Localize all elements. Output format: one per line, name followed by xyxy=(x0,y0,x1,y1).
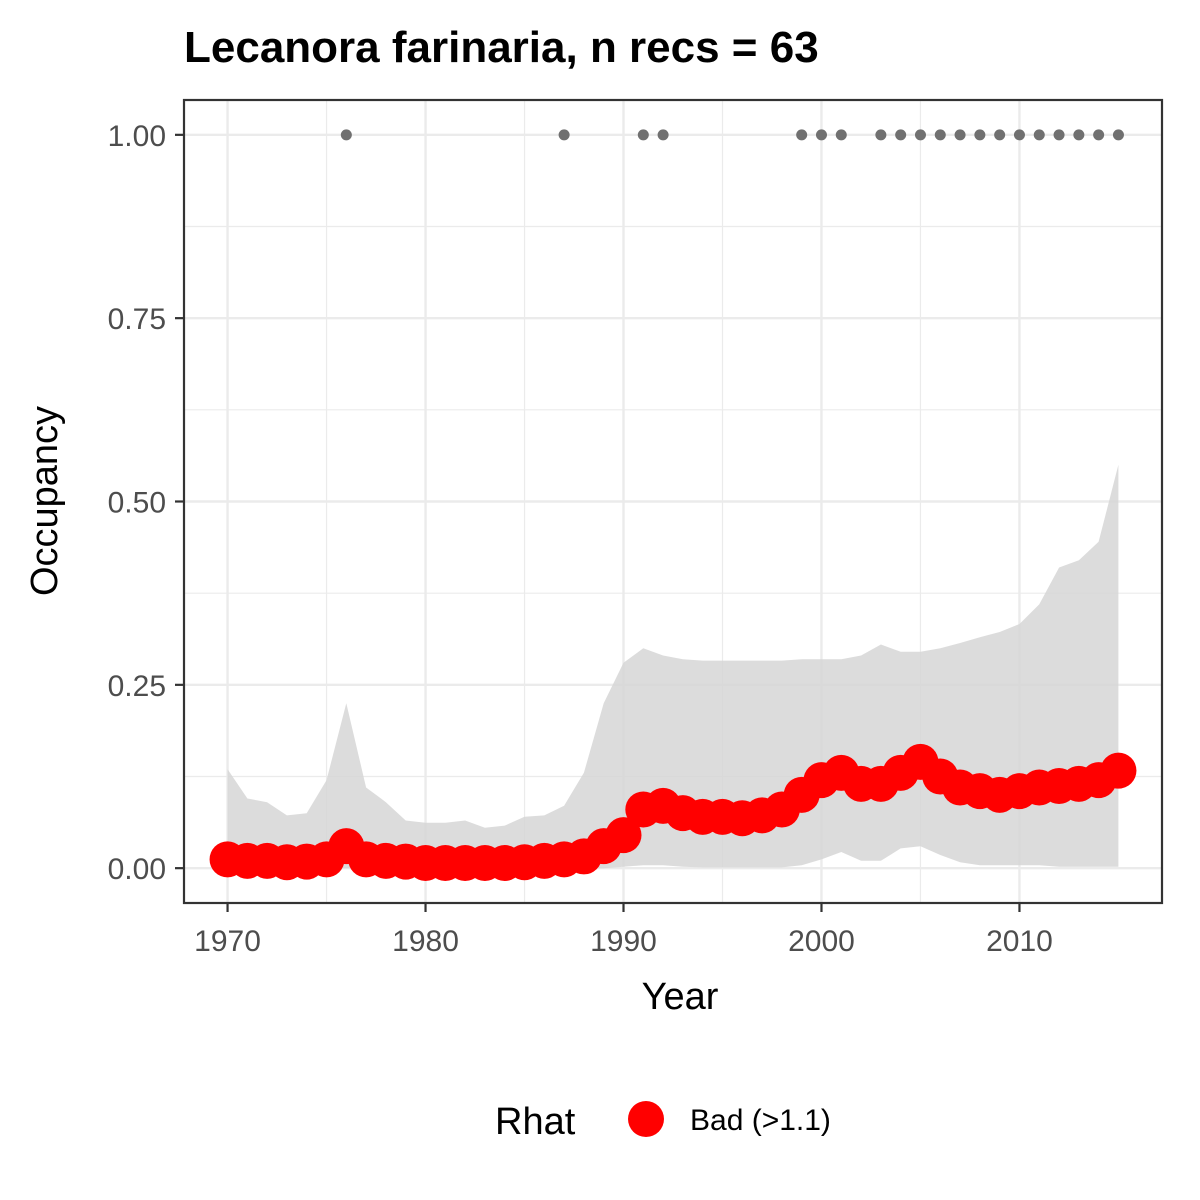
record-point xyxy=(558,129,570,141)
x-tick-label: 1990 xyxy=(590,925,657,958)
x-axis-title: Year xyxy=(642,976,719,1018)
record-point xyxy=(835,129,847,141)
record-point xyxy=(875,129,887,141)
record-point xyxy=(1013,129,1025,141)
record-point xyxy=(1112,129,1124,141)
legend-title: Rhat xyxy=(495,1101,576,1143)
y-tick-label: 0.00 xyxy=(108,853,166,886)
record-point xyxy=(895,129,907,141)
y-tick-label: 1.00 xyxy=(108,120,166,153)
legend-key-bad xyxy=(628,1101,664,1137)
record-point xyxy=(340,129,352,141)
x-tick-label: 1980 xyxy=(392,925,459,958)
chart-title: Lecanora farinaria, n recs = 63 xyxy=(184,23,819,72)
y-tick-label: 0.75 xyxy=(108,303,166,336)
y-tick-label: 0.50 xyxy=(108,487,166,520)
record-point xyxy=(1053,129,1065,141)
mean-points-layer xyxy=(209,743,1137,882)
record-point xyxy=(1033,129,1045,141)
x-tick-label: 2000 xyxy=(788,925,855,958)
x-tick-label: 2010 xyxy=(986,925,1053,958)
axes: 1970 1980 1990 2000 2010 0.00 0.25 0.50 0.75 1.00 xyxy=(108,120,1053,958)
record-point xyxy=(1073,129,1085,141)
record-point xyxy=(1093,129,1105,141)
record-point xyxy=(974,129,986,141)
record-point xyxy=(914,129,926,141)
mean-point xyxy=(605,817,642,854)
x-tick-label: 1970 xyxy=(194,925,261,958)
record-point xyxy=(934,129,946,141)
record-point xyxy=(657,129,669,141)
legend: Rhat Bad (>1.1) xyxy=(495,1101,831,1143)
record-point xyxy=(954,129,966,141)
y-tick-label: 0.25 xyxy=(108,670,166,703)
record-point xyxy=(994,129,1006,141)
record-point xyxy=(815,129,827,141)
legend-label-bad: Bad (>1.1) xyxy=(690,1104,831,1137)
records-layer xyxy=(340,129,1124,141)
record-point xyxy=(796,129,808,141)
record-point xyxy=(637,129,649,141)
y-axis-title: Occupancy xyxy=(24,406,66,596)
mean-point xyxy=(1100,752,1137,789)
